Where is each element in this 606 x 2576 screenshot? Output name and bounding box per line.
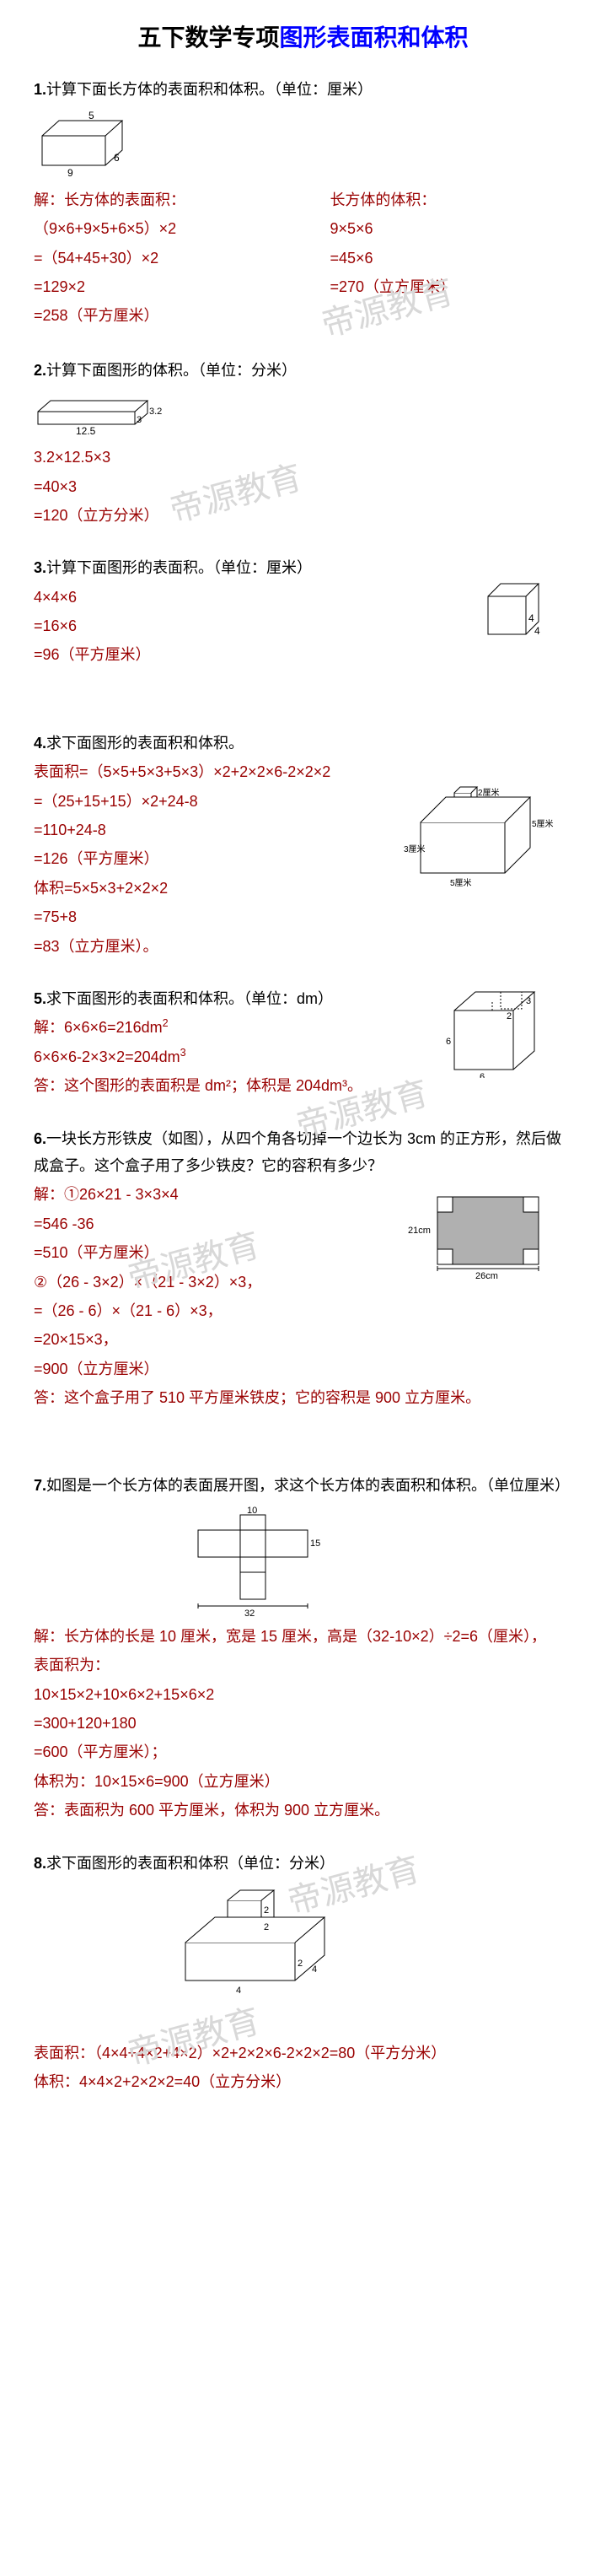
question-6: 6.一块长方形铁皮（如图），从四个角各切掉一个边长为 3cm 的正方形，然后做成… [34, 1125, 572, 1412]
q8-figure: 2 2 2 4 4 [169, 1883, 572, 2018]
svg-text:2: 2 [507, 1011, 512, 1021]
q6-figure: 21cm 26cm [404, 1184, 555, 1285]
svg-text:6: 6 [446, 1037, 451, 1047]
svg-text:4: 4 [236, 1986, 241, 1996]
a: =83（立方厘米）。 [34, 933, 572, 960]
a: 10×15×2+10×6×2+15×6×2 [34, 1681, 572, 1708]
a: =20×15×3， [34, 1326, 572, 1353]
svg-text:2厘米: 2厘米 [478, 787, 500, 798]
svg-text:12.5: 12.5 [76, 425, 96, 437]
title-prefix: 五下数学专项 [137, 24, 279, 51]
a: =（54+45+30）×2 [34, 245, 330, 272]
svg-text:15: 15 [310, 1539, 320, 1549]
q7-figure: 10 15 32 [169, 1506, 572, 1616]
a: 答：表面积为 600 平方厘米，体积为 900 立方厘米。 [34, 1797, 572, 1824]
a: =600（平方厘米）； [34, 1738, 572, 1765]
a: 9×5×6 [330, 215, 572, 242]
question-5: 5.求下面图形的表面积和体积。（单位：dm） 3 2 6 6 解：6×6×6=2… [34, 985, 572, 1100]
svg-text:2: 2 [264, 1922, 269, 1932]
q-num: 2. [34, 362, 46, 379]
q-num: 8. [34, 1855, 46, 1872]
question-7: 7.如图是一个长方体的表面展开图，求这个长方体的表面积和体积。（单位厘米） 10… [34, 1472, 572, 1824]
q-num: 6. [34, 1130, 46, 1147]
svg-text:9: 9 [67, 167, 73, 178]
q-text: 求下面图形的表面积和体积。 [46, 735, 244, 752]
a: =900（立方厘米） [34, 1355, 572, 1382]
a: 体积为：10×15×6=900（立方厘米） [34, 1768, 572, 1795]
svg-text:2: 2 [264, 1905, 269, 1916]
a: 3.2×12.5×3 [34, 444, 572, 471]
svg-text:4: 4 [534, 625, 540, 637]
svg-text:5: 5 [88, 110, 94, 121]
a: =45×6 [330, 245, 572, 272]
a: =40×3 [34, 473, 572, 500]
q-text: 如图是一个长方体的表面展开图，求这个长方体的表面积和体积。（单位厘米） [46, 1477, 570, 1494]
question-8: 8.求下面图形的表面积和体积（单位：分米） 2 2 2 4 4 表面积：（4×4… [34, 1850, 572, 2096]
q-num: 4. [34, 735, 46, 752]
a: 表面积为： [34, 1652, 572, 1679]
q-text: 计算下面图形的体积。（单位：分米） [46, 362, 297, 379]
a: 表面积：（4×4+4×2+4×2）×2+2×2×6-2×2×2=80（平方分米） [34, 2040, 572, 2067]
q-num: 5. [34, 990, 46, 1007]
svg-text:4: 4 [312, 1964, 317, 1975]
a: =258（平方厘米） [34, 302, 330, 329]
q-num: 1. [34, 81, 46, 98]
svg-text:21cm: 21cm [408, 1226, 431, 1236]
svg-text:32: 32 [244, 1609, 255, 1616]
a: =75+8 [34, 903, 572, 930]
q-text: 求下面图形的表面积和体积（单位：分米） [46, 1855, 335, 1872]
svg-text:3.2: 3.2 [149, 407, 162, 417]
q-text: 计算下面长方体的表面积和体积。（单位：厘米） [46, 81, 373, 98]
a: （9×6+9×5+6×5）×2 [34, 215, 330, 242]
a: 答：这个盒子用了 510 平方厘米铁皮；它的容积是 900 立方厘米。 [34, 1384, 572, 1411]
svg-text:26cm: 26cm [475, 1271, 498, 1281]
page-title: 五下数学专项图形表面积和体积 [34, 17, 572, 59]
a: 长方体的体积： [330, 186, 572, 213]
question-3: 3.计算下面图形的表面积。（单位：厘米） 4 4 4×4×6 =16×6 =96… [34, 554, 572, 669]
a: =96（平方厘米） [34, 641, 572, 668]
q-text: 计算下面图形的表面积。（单位：厘米） [46, 559, 312, 576]
svg-text:3: 3 [137, 415, 142, 425]
a: 解：长方体的表面积： [34, 186, 330, 213]
a: 体积：4×4×2+2×2×2=40（立方分米） [34, 2068, 572, 2095]
svg-text:5厘米: 5厘米 [450, 877, 472, 888]
q-text: 一块长方形铁皮（如图），从四个角各切掉一个边长为 3cm 的正方形，然后做成盒子… [34, 1130, 561, 1174]
q3-figure: 4 4 [480, 575, 555, 643]
q-text: 求下面图形的表面积和体积。（单位：dm） [46, 990, 333, 1007]
svg-text:4: 4 [528, 612, 534, 624]
svg-text:10: 10 [247, 1506, 257, 1516]
q1-figure: 9 6 5 [34, 110, 572, 178]
svg-text:2: 2 [298, 1959, 303, 1969]
question-4: 4.求下面图形的表面积和体积。 表面积=（5×5+5×3+5×3）×2+2×2×… [34, 730, 572, 960]
title-main: 图形表面积和体积 [280, 24, 469, 51]
svg-text:3厘米: 3厘米 [404, 843, 426, 854]
svg-text:6: 6 [480, 1072, 485, 1078]
q-num: 3. [34, 559, 46, 576]
a: =120（立方分米） [34, 502, 572, 529]
question-1: 1.计算下面长方体的表面积和体积。（单位：厘米） 9 6 5 解：长方体的表面积… [34, 76, 572, 331]
svg-text:3: 3 [526, 996, 531, 1006]
q2-figure: 12.5 3 3.2 [34, 391, 572, 437]
svg-text:6: 6 [114, 152, 120, 164]
q5-figure: 3 2 6 6 [446, 985, 555, 1078]
a: =（26 - 6）×（21 - 6）×3， [34, 1297, 572, 1324]
q-num: 7. [34, 1477, 46, 1494]
a: =270（立方厘米） [330, 273, 572, 300]
a: 解：长方体的长是 10 厘米，宽是 15 厘米，高是（32-10×2）÷2=6（… [34, 1623, 572, 1650]
question-2: 2.计算下面图形的体积。（单位：分米） 12.5 3 3.2 3.2×12.5×… [34, 357, 572, 530]
svg-text:5厘米: 5厘米 [532, 818, 554, 829]
a: =300+120+180 [34, 1710, 572, 1737]
q4-figure: 2厘米 5厘米 3厘米 5厘米 [404, 780, 555, 898]
a: =129×2 [34, 273, 330, 300]
